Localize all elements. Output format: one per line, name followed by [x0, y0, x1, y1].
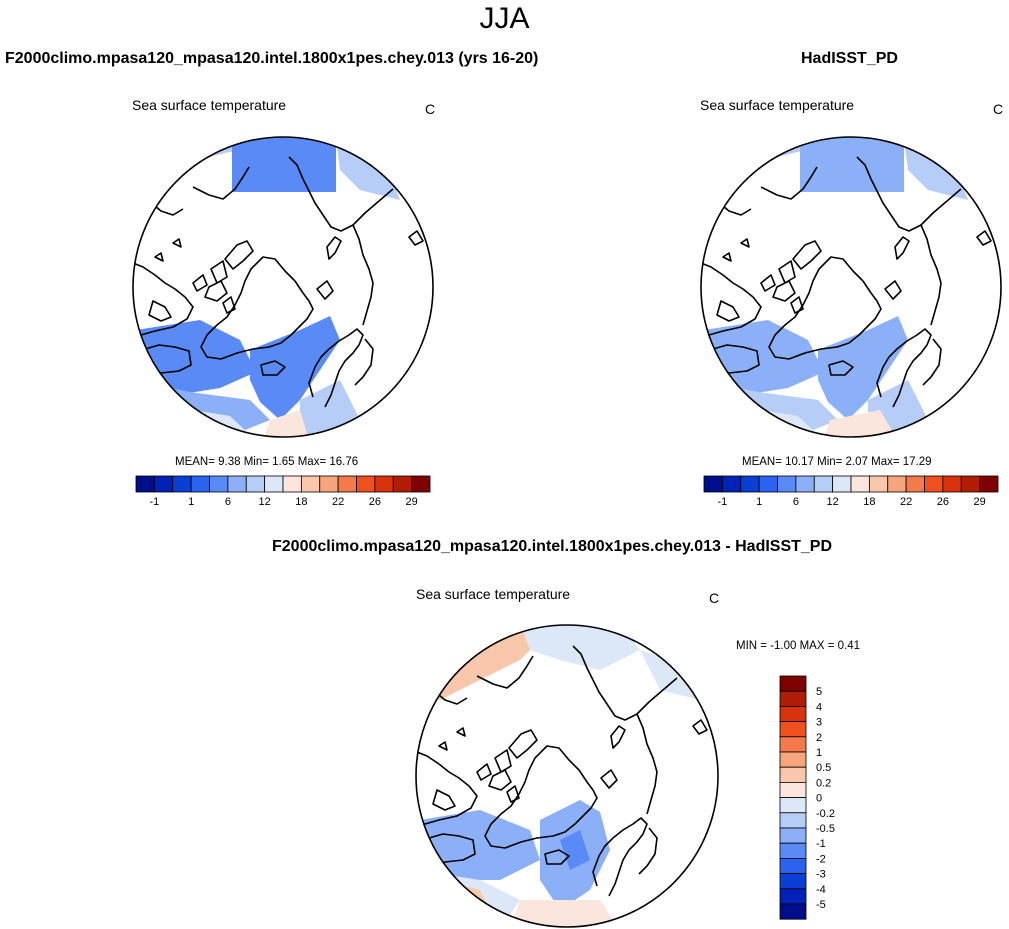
colorbar-3-tick-label: 5 [816, 686, 822, 698]
colorbar-1-swatch [172, 475, 192, 493]
colorbar-3-swatch [779, 873, 807, 890]
colorbar-2-tick-label: -1 [717, 496, 727, 508]
colorbar-2-swatch [887, 475, 907, 493]
colorbar-1-tick-label: 29 [406, 496, 418, 508]
colorbar-2-swatch [868, 475, 889, 493]
colorbar-1-swatch [264, 475, 284, 493]
colorbar-3-swatch [779, 706, 807, 723]
colorbar-3-swatch [779, 827, 807, 844]
panel-1-units: C [425, 101, 436, 117]
colorbar-2-tick-label: 22 [900, 496, 912, 508]
colorbar-3-swatch [779, 721, 807, 738]
colorbar-3-swatch [779, 888, 807, 905]
colorbar-1-swatch [374, 475, 394, 493]
colorbar-1-swatch [392, 475, 413, 493]
colorbar-2-tick-label: 18 [863, 496, 875, 508]
map-panel-2 [700, 136, 1002, 438]
colorbar-1-swatch [319, 475, 339, 493]
colorbar-3-swatch [779, 812, 807, 829]
colorbar-2-swatch [924, 475, 944, 493]
colorbar-3-tick-label: 2 [816, 732, 822, 744]
colorbar-3-tick-label: -5 [816, 899, 826, 911]
colorbar-panel-1: -1 1 6 12 18 22 26 29 [135, 475, 431, 508]
colorbar-1-swatch [209, 475, 229, 493]
colorbar-1-swatch [227, 475, 247, 493]
colorbar-3-swatch [779, 858, 807, 875]
map-panel-3 [415, 624, 719, 928]
colorbar-2-swatch [960, 475, 981, 493]
colorbar-1-swatch [135, 475, 155, 493]
colorbar-3-tick-label: -0.2 [816, 808, 835, 820]
colorbar-3-swatch [779, 782, 807, 799]
colorbar-2-tick-label: 12 [827, 496, 839, 508]
colorbar-2-swatch [850, 475, 870, 493]
map-panel-1 [132, 136, 434, 438]
colorbar-3-swatch [779, 842, 807, 859]
colorbar-3-tick-label: 4 [816, 701, 822, 713]
colorbar-3-swatch [779, 751, 807, 768]
colorbar-3-swatch [779, 736, 807, 753]
colorbar-1-tick-label: 26 [369, 496, 381, 508]
colorbar-3-tick-label: -3 [816, 869, 826, 881]
panel-3-units: C [709, 590, 720, 606]
colorbar-2-swatch [905, 475, 925, 493]
colorbar-1-swatch [190, 475, 210, 493]
colorbar-2-swatch [758, 475, 778, 493]
colorbar-2-swatch [740, 475, 760, 493]
colorbar-2-swatch [703, 475, 723, 493]
colorbar-2-swatch [777, 475, 797, 493]
colorbar-2-tick-label: 26 [937, 496, 949, 508]
colorbar-1-tick-label: 12 [259, 496, 271, 508]
colorbar-3-swatch [779, 690, 807, 707]
colorbar-2-swatch [979, 475, 999, 493]
colorbar-1-swatch [300, 475, 321, 493]
colorbar-3-tick-label: -1 [816, 838, 826, 850]
colorbar-2-swatch [795, 475, 815, 493]
colorbar-3-tick-label: -2 [816, 853, 826, 865]
colorbar-1-tick-label: 22 [332, 496, 344, 508]
colorbar-3-tick-label: -4 [816, 884, 826, 896]
panel-2-title: HadISST_PD [801, 50, 898, 67]
colorbar-2-swatch [813, 475, 834, 493]
colorbar-3-tick-label: 1 [816, 747, 822, 759]
panel-3-stats: MIN = -1.00 MAX = 0.41 [736, 640, 861, 652]
colorbar-3-tick-label: -0.5 [816, 823, 835, 835]
colorbar-1-swatch [245, 475, 266, 493]
colorbar-1-tick-label: 6 [225, 496, 231, 508]
colorbar-1-swatch [282, 475, 302, 493]
colorbar-1-tick-label: 1 [188, 496, 194, 508]
colorbar-2-swatch [942, 475, 962, 493]
panel-1-variable: Sea surface temperature [132, 97, 287, 113]
colorbar-3-swatch [779, 903, 807, 920]
panel-2-units: C [993, 101, 1004, 117]
colorbar-3-swatch [779, 675, 807, 692]
colorbar-2-tick-label: 6 [793, 496, 799, 508]
colorbar-1-swatch [153, 475, 174, 493]
season-title: JJA [479, 2, 530, 35]
colorbar-3-tick-label: 3 [816, 717, 822, 729]
colorbar-3-tick-label: 0.5 [816, 762, 831, 774]
colorbar-panel-3: 5 4 3 2 1 0.5 0.2 0 -0.2 -0.5 -1 -2 -3 -4 -5 [779, 675, 835, 920]
colorbar-2-tick-label: 29 [974, 496, 986, 508]
colorbar-3-swatch [779, 797, 807, 814]
colorbar-1-swatch [337, 475, 357, 493]
colorbar-2-swatch [721, 475, 742, 493]
colorbar-3-tick-label: 0.2 [816, 777, 831, 789]
colorbar-1-tick-label: -1 [149, 496, 159, 508]
panel-2-stats: MEAN= 10.17 Min= 2.07 Max= 17.29 [742, 456, 932, 468]
colorbar-1-swatch [356, 475, 376, 493]
panel-3-title: F2000climo.mpasa120_mpasa120.intel.1800x… [272, 538, 833, 555]
colorbar-3-swatch [779, 766, 807, 783]
panel-2-variable: Sea surface temperature [700, 97, 855, 113]
panel-1-title: F2000climo.mpasa120_mpasa120.intel.1800x… [5, 50, 539, 67]
colorbar-panel-2: -1 1 6 12 18 22 26 29 [703, 475, 999, 508]
colorbar-2-swatch [832, 475, 852, 493]
panel-3-variable: Sea surface temperature [416, 586, 571, 602]
colorbar-2-tick-label: 1 [756, 496, 762, 508]
colorbar-1-swatch [411, 475, 431, 493]
panel-1-stats: MEAN= 9.38 Min= 1.65 Max= 16.76 [175, 456, 359, 468]
colorbar-3-tick-label: 0 [816, 793, 822, 805]
colorbar-1-tick-label: 18 [295, 496, 307, 508]
